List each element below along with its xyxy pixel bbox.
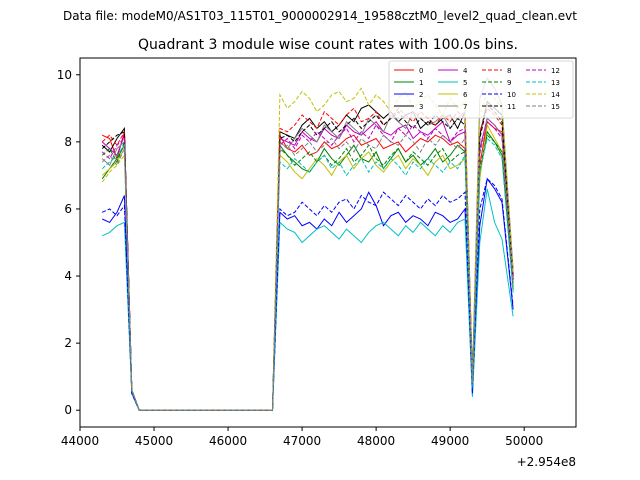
legend-label-10: 10 [507,91,516,99]
x-offset-label: +2.954e8 [517,455,576,469]
chart-title: Quadrant 3 module wise count rates with … [138,37,518,53]
y-tick-label: 6 [64,202,72,216]
legend-label-0: 0 [419,67,423,75]
legend-label-5: 5 [463,79,467,87]
y-tick-label: 4 [64,269,72,283]
series-line-15 [101,117,514,411]
legend-label-1: 1 [419,79,423,87]
y-tick-label: 8 [64,135,72,149]
x-tick-label: 46000 [209,434,247,448]
legend-label-11: 11 [507,103,516,111]
x-axis: 44000 45000 46000 47000 48000 49000 50000 [61,427,543,448]
x-tick-label: 48000 [357,434,395,448]
series-line-11 [101,104,514,411]
legend-label-9: 9 [507,79,511,87]
suptitle: Data file: modeM0/AS1T03_115T01_90000029… [63,9,577,23]
legend-box [388,60,574,119]
legend-label-8: 8 [507,67,511,75]
x-tick-label: 44000 [61,434,99,448]
legend-label-6: 6 [463,91,468,99]
legend-label-12: 12 [551,67,560,75]
x-tick-label: 50000 [505,434,543,448]
y-axis: 0 2 4 6 8 10 [57,68,80,417]
legend-label-2: 2 [419,91,423,99]
legend-label-15: 15 [551,103,560,111]
x-tick-label: 49000 [431,434,469,448]
series-lines [101,77,514,411]
x-tick-label: 45000 [135,434,173,448]
y-tick-label: 10 [57,68,72,82]
legend-label-4: 4 [463,67,468,75]
y-tick-label: 2 [64,336,72,350]
legend-label-3: 3 [419,103,423,111]
legend-label-14: 14 [551,91,560,99]
plot-frame [79,57,577,428]
plot-area [80,58,576,427]
y-tick-label: 0 [64,403,72,417]
legend-label-13: 13 [551,79,560,87]
x-tick-label: 47000 [283,434,321,448]
legend-label-7: 7 [463,103,467,111]
